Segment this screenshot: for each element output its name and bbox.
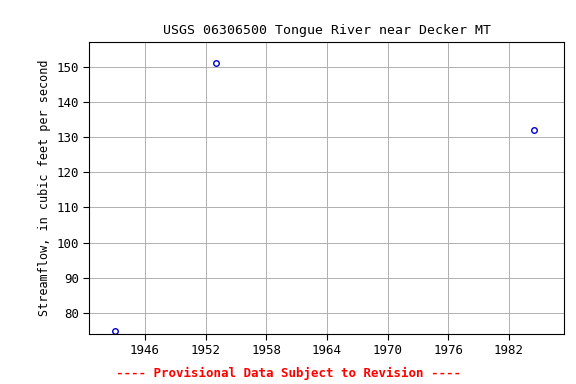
Y-axis label: Streamflow, in cubic feet per second: Streamflow, in cubic feet per second	[38, 60, 51, 316]
Text: ---- Provisional Data Subject to Revision ----: ---- Provisional Data Subject to Revisio…	[116, 367, 460, 380]
Title: USGS 06306500 Tongue River near Decker MT: USGS 06306500 Tongue River near Decker M…	[163, 24, 491, 37]
